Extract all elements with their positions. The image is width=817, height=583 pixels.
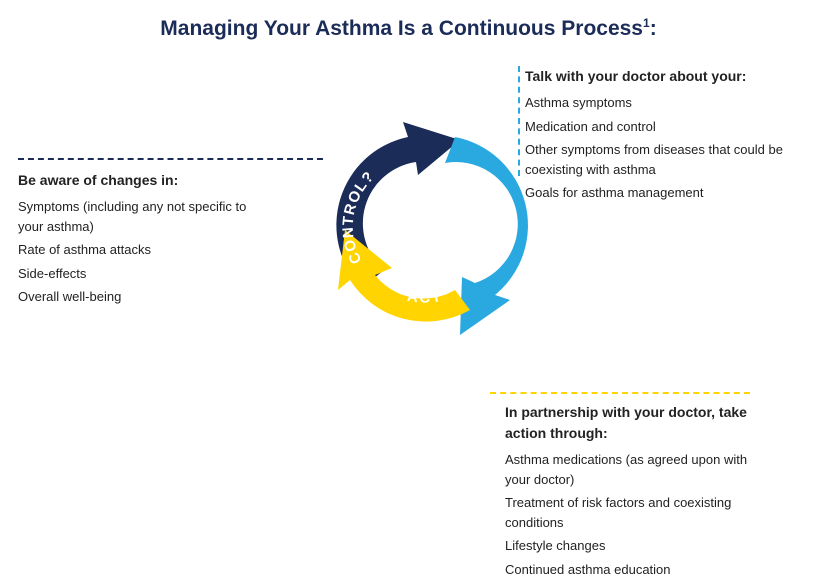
title-suffix: :	[650, 17, 657, 40]
connector-control	[18, 158, 323, 160]
act-heading: In partnership with your doctor, take ac…	[505, 402, 755, 444]
control-item: Overall well-being	[18, 287, 253, 307]
cycle-diagram: CONTROL? DISCUSS ACT	[300, 100, 550, 350]
discuss-heading: Talk with your doctor about your:	[525, 66, 785, 87]
act-item: Treatment of risk factors and coexisting…	[505, 493, 755, 532]
page-title: Managing Your Asthma Is a Continuous Pro…	[0, 0, 817, 41]
label-act: ACT	[406, 288, 444, 307]
section-act: In partnership with your doctor, take ac…	[505, 402, 755, 583]
act-item: Lifestyle changes	[505, 536, 755, 556]
title-sup: 1	[643, 16, 650, 30]
control-heading: Be aware of changes in:	[18, 170, 253, 191]
cycle-svg: CONTROL? DISCUSS ACT	[300, 100, 550, 350]
discuss-item: Goals for asthma management	[525, 183, 785, 203]
connector-act	[490, 392, 750, 394]
control-item: Symptoms (including any not specific to …	[18, 197, 253, 236]
control-item: Side-effects	[18, 264, 253, 284]
discuss-item: Medication and control	[525, 117, 785, 137]
control-item: Rate of asthma attacks	[18, 240, 253, 260]
act-item: Asthma medications (as agreed upon with …	[505, 450, 755, 489]
section-discuss: Talk with your doctor about your: Asthma…	[525, 66, 785, 207]
section-control: Be aware of changes in: Symptoms (includ…	[18, 170, 253, 311]
discuss-item: Other symptoms from diseases that could …	[525, 140, 785, 179]
act-item: Continued asthma education	[505, 560, 755, 580]
title-text: Managing Your Asthma Is a Continuous Pro…	[160, 17, 643, 40]
discuss-item: Asthma symptoms	[525, 93, 785, 113]
